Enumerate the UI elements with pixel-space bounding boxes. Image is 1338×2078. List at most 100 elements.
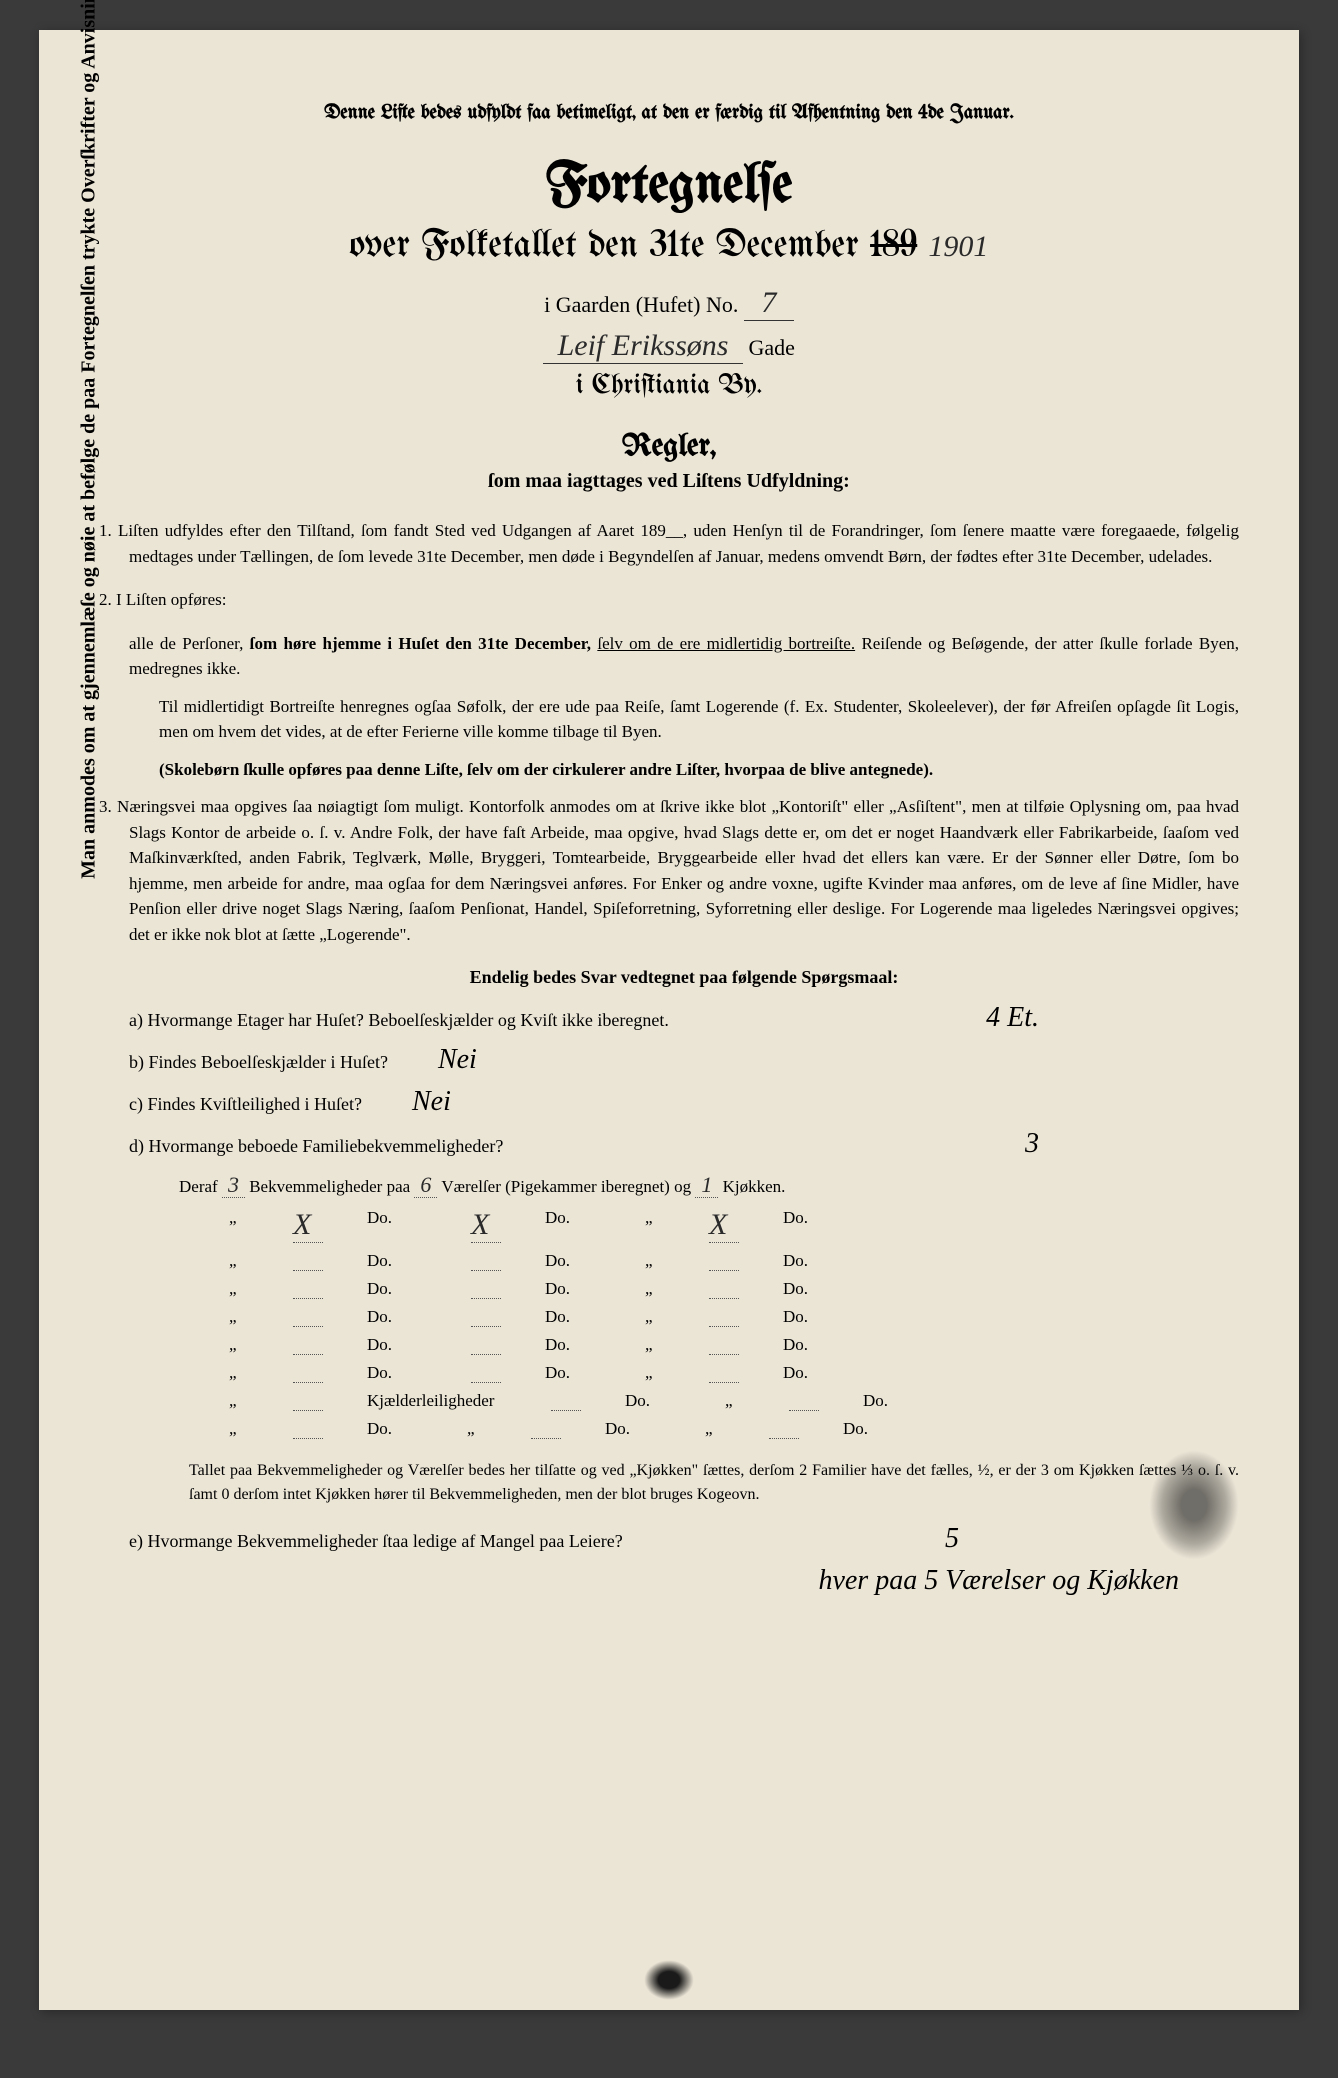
tr7c4: Do.	[605, 1419, 665, 1439]
tr0c6: Do.	[783, 1208, 843, 1243]
table-row: „ Do. Do. „ Do.	[229, 1363, 1239, 1383]
deraf-val1: 3	[222, 1172, 245, 1198]
tr7c5	[769, 1419, 799, 1439]
gade-line: Leif Erikssøns Gade	[99, 329, 1239, 364]
tr6c1	[293, 1391, 323, 1411]
deraf-line: Deraf 3 Bekvemmeligheder paa 6 Værelſer …	[179, 1172, 1239, 1198]
qa-answer: 4 Et.	[946, 1002, 1239, 1034]
ink-smudge	[1149, 1450, 1239, 1560]
tr5c3	[471, 1363, 501, 1383]
tr1c3	[471, 1251, 501, 1271]
questions-heading: Endelig bedes Svar vedtegnet paa følgend…	[129, 967, 1239, 988]
tr6c4: Do.	[625, 1391, 685, 1411]
rule-3: 3. Næringsvei maa opgives ſaa nøiagtigt …	[99, 794, 1239, 947]
rule-2-para3: (Skolebørn ſkulle opføres paa denne Liſt…	[99, 757, 1239, 783]
gaarden-line: i Gaarden (Hufet) No. 7	[99, 286, 1239, 321]
tr3c1	[293, 1307, 323, 1327]
gade-suffix: Gade	[749, 335, 795, 360]
tr7c2: Do.	[367, 1419, 427, 1439]
question-c: c) Findes Kviſtleilighed i Huſet? Nei	[129, 1086, 1239, 1118]
tr2c3	[471, 1279, 501, 1299]
qb-label: b) Findes Beboelſeskjælder i Huſet?	[129, 1052, 398, 1073]
deraf-suffix: Kjøkken.	[723, 1177, 786, 1196]
tr1c5	[709, 1251, 739, 1271]
tr2c2: Do.	[367, 1279, 427, 1299]
qc-answer: Nei	[372, 1086, 451, 1118]
tr6c3	[551, 1391, 581, 1411]
tr0c2: Do.	[367, 1208, 427, 1243]
tr0c4: Do.	[545, 1208, 605, 1243]
questions-section: Endelig bedes Svar vedtegnet paa følgend…	[99, 967, 1239, 1597]
rule-2-body-text: alle de Perſoner, ſom høre hjemme i Huſe…	[129, 634, 1239, 679]
tr5c5	[709, 1363, 739, 1383]
year-struck: 189	[870, 226, 917, 266]
tr4c3	[471, 1335, 501, 1355]
tr5c1	[293, 1363, 323, 1383]
table-row: „ Do. „ Do. „ Do.	[229, 1419, 1239, 1439]
table-row: „ Do. Do. „ Do.	[229, 1307, 1239, 1327]
tr6c6: Do.	[863, 1391, 923, 1411]
year-handwritten: 1901	[928, 230, 988, 263]
tr3c3	[471, 1307, 501, 1327]
bottom-handwritten-note: hver paa 5 Værelser og Kjøkken	[129, 1565, 1239, 1597]
christiania-line: i Chriſtiania By.	[99, 372, 1239, 401]
regler-heading: Regler,	[99, 431, 1239, 464]
tr5c2: Do.	[367, 1363, 427, 1383]
gade-name: Leif Erikssøns	[543, 329, 743, 364]
deraf-val2: 6	[414, 1172, 437, 1198]
tr4c4: Do.	[545, 1335, 605, 1355]
title-main: Fortegnelſe	[99, 158, 1239, 216]
deraf-mid1: Bekvemmeligheder paa	[249, 1177, 410, 1196]
question-e: e) Hvormange Bekvemmeligheder ſtaa ledig…	[129, 1523, 1239, 1555]
table-row: „ Do. Do. „ Do.	[229, 1251, 1239, 1271]
qa-label: a) Hvormange Etager har Huſet? Beboelſes…	[129, 1010, 679, 1031]
table-row: „X Do. X Do. „X Do.	[229, 1208, 1239, 1243]
gaarden-no: 7	[744, 286, 794, 321]
table-row: „ Do. Do. „ Do.	[229, 1335, 1239, 1355]
rule-2-para2: Til midlertidigt Bortreiſte henregnes og…	[99, 694, 1239, 745]
title-sub-prefix: over Folketallet den 31te December	[350, 226, 859, 266]
tr1c6: Do.	[783, 1251, 843, 1271]
tr0c1: X	[293, 1208, 323, 1243]
tr4c2: Do.	[367, 1335, 427, 1355]
table-row: „ Do. Do. „ Do.	[229, 1279, 1239, 1299]
qe-label: e) Hvormange Bekvemmeligheder ſtaa ledig…	[129, 1531, 633, 1552]
tr1c2: Do.	[367, 1251, 427, 1271]
tr1c1	[293, 1251, 323, 1271]
tr2c5	[709, 1279, 739, 1299]
bottom-table-note: Tallet paa Bekvemmeligheder og Værelſer …	[129, 1459, 1239, 1507]
tr4c6: Do.	[783, 1335, 843, 1355]
qd-answer: 3	[985, 1128, 1239, 1160]
rule-2-body: alle de Perſoner, ſom høre hjemme i Huſe…	[99, 631, 1239, 682]
tr6c2: Kjælderleiligheder	[367, 1391, 507, 1411]
qb-answer: Nei	[398, 1044, 477, 1076]
census-form-page: Man anmodes om at gjennemlæſe og nøie at…	[39, 30, 1299, 2010]
tr1c4: Do.	[545, 1251, 605, 1271]
tr0c3: X	[471, 1208, 501, 1243]
title-subtitle: over Folketallet den 31te December 189 1…	[99, 226, 1239, 266]
tr7c1	[293, 1419, 323, 1439]
question-a: a) Hvormange Etager har Huſet? Beboelſes…	[129, 1002, 1239, 1034]
question-d: d) Hvormange beboede Familiebekvemmeligh…	[129, 1128, 1239, 1160]
rule-1: 1. Liſten udfyldes efter den Tilſtand, ſ…	[99, 518, 1239, 569]
rule-2-intro: 2. I Liſten opføres:	[99, 587, 1239, 613]
tr3c6: Do.	[783, 1307, 843, 1327]
tr3c4: Do.	[545, 1307, 605, 1327]
tr7c3	[531, 1419, 561, 1439]
vertical-instruction: Man anmodes om at gjennemlæſe og nøie at…	[78, 0, 101, 1020]
qc-label: c) Findes Kviſtleilighed i Huſet?	[129, 1094, 372, 1115]
regler-subheading: ſom maa iagttages ved Liſtens Udfyldning…	[99, 470, 1239, 493]
deraf-mid2: Værelſer (Pigekammer iberegnet) og	[441, 1177, 691, 1196]
tr7c6: Do.	[843, 1419, 903, 1439]
tr0c5: X	[709, 1208, 739, 1243]
ink-blot-icon	[644, 1960, 694, 2000]
question-b: b) Findes Beboelſeskjælder i Huſet? Nei	[129, 1044, 1239, 1076]
qd-label: d) Hvormange beboede Familiebekvemmeligh…	[129, 1136, 513, 1157]
tr5c4: Do.	[545, 1363, 605, 1383]
apartments-table: „X Do. X Do. „X Do. „ Do. Do. „ Do. „ Do…	[229, 1208, 1239, 1439]
tr2c1	[293, 1279, 323, 1299]
deraf-val3: 1	[695, 1172, 718, 1198]
tr2c4: Do.	[545, 1279, 605, 1299]
tr3c5	[709, 1307, 739, 1327]
deraf-prefix: Deraf	[179, 1177, 218, 1196]
